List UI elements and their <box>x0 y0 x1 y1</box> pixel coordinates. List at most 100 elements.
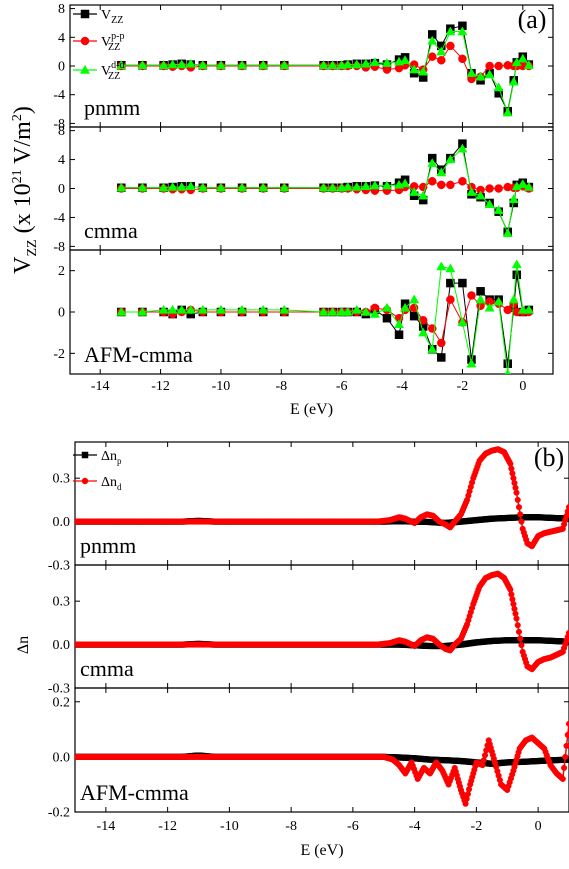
plot-frame <box>74 687 569 813</box>
data-point <box>258 304 269 314</box>
legend-label-sub: ZZ <box>108 71 120 82</box>
data-point <box>351 59 362 69</box>
y-tick-label: 0.3 <box>53 472 71 487</box>
data-point <box>137 182 148 192</box>
data-point <box>437 180 446 190</box>
data-point <box>418 66 429 76</box>
legend-label: Vp-p ZZ <box>101 31 124 53</box>
chart-b: -0.3 0.0 0.3 pnmm -0.3 0.0 0.3 cmma -0.2 0.0 0.2 AF… <box>15 441 569 859</box>
data-point <box>458 278 467 288</box>
legend-marker <box>80 36 90 46</box>
data-point <box>137 306 148 316</box>
subplot-afm-cmma: -2 0 2 AFM-cmma <box>53 249 554 375</box>
data-point <box>400 178 411 188</box>
data-point <box>475 71 486 81</box>
legend-marker <box>81 451 89 459</box>
subplot-label: pnmm <box>84 95 140 120</box>
data-point <box>237 182 248 192</box>
data-point <box>515 628 523 635</box>
y-tick-label: 0.0 <box>53 638 71 653</box>
legend-label: VZZ <box>101 8 123 26</box>
data-point <box>427 158 438 167</box>
data-point <box>437 56 446 65</box>
data-point <box>484 199 495 209</box>
data-point <box>493 82 504 92</box>
data-point <box>565 720 569 727</box>
series-line <box>75 572 569 671</box>
data-point <box>436 261 447 271</box>
data-point <box>446 41 455 51</box>
data-point <box>167 59 178 69</box>
legend-label: Δnd <box>101 475 122 492</box>
data-point <box>502 228 513 238</box>
data-point <box>318 60 329 69</box>
y-tick-label: -0.3 <box>48 682 70 697</box>
data-point <box>508 194 519 204</box>
series-group <box>116 139 534 238</box>
data-point <box>508 76 519 86</box>
series-group <box>75 720 569 807</box>
data-point <box>563 742 569 749</box>
plot-frame <box>74 441 569 566</box>
data-point <box>446 295 455 304</box>
data-point <box>562 753 569 760</box>
data-point <box>185 58 196 68</box>
data-point <box>185 181 196 191</box>
y-tick-label: -0.2 <box>48 806 70 821</box>
legend-entry: VZZ <box>73 8 123 26</box>
data-point <box>116 306 127 316</box>
subplot-pnmm: -0.3 0.0 0.3 pnmm <box>48 441 569 574</box>
data-point <box>176 181 187 191</box>
x-tick-label: -4 <box>409 819 421 834</box>
data-point <box>279 304 290 314</box>
x-tick-label: -2 <box>457 379 469 394</box>
data-point <box>418 190 429 200</box>
series-group <box>75 446 569 550</box>
series-group <box>116 259 534 374</box>
subplot-cmma: -0.3 0.0 0.3 cmma <box>48 564 569 697</box>
data-point <box>517 635 524 642</box>
data-point <box>493 296 504 306</box>
data-point <box>513 489 520 496</box>
data-point <box>197 304 208 314</box>
subplot-label: cmma <box>80 656 134 681</box>
y-tick-label: -8 <box>53 240 65 255</box>
y-tick-label: -4 <box>53 88 65 103</box>
data-point <box>517 53 528 63</box>
data-point <box>215 60 226 69</box>
data-point <box>158 304 169 314</box>
data-point <box>436 46 447 56</box>
data-point <box>237 304 248 314</box>
data-point <box>484 69 495 79</box>
data-point <box>418 316 428 325</box>
data-point <box>427 35 438 45</box>
data-point <box>158 60 169 69</box>
data-point <box>475 294 486 304</box>
x-tick-label: -2 <box>471 819 483 834</box>
data-point <box>445 26 456 36</box>
x-tick-label: -12 <box>151 379 170 394</box>
series-line <box>121 294 529 345</box>
data-point <box>494 61 503 71</box>
data-point <box>480 757 487 764</box>
legend-label-sup: p-p <box>111 31 124 42</box>
data-point <box>258 60 269 69</box>
data-point <box>381 58 392 67</box>
data-point <box>502 107 513 117</box>
data-point <box>400 302 411 312</box>
data-point <box>351 181 362 191</box>
data-point <box>457 26 468 36</box>
data-point <box>369 57 380 67</box>
x-tick-label: 0 <box>535 819 542 834</box>
data-point <box>318 306 329 316</box>
data-point <box>515 504 523 511</box>
data-point <box>197 182 208 192</box>
data-point <box>369 308 380 318</box>
subplot-label: AFM-cmma <box>80 780 189 805</box>
data-point <box>427 344 438 353</box>
data-point <box>466 68 477 77</box>
data-point <box>409 64 420 74</box>
chart-a: -8 -4 0 4 8 pnmm -8 -4 0 4 8 cmma -2 0 2 AFM-cmma -14 -12… <box>10 2 554 418</box>
data-point <box>479 762 486 769</box>
y-tick-label: 0.2 <box>53 695 71 710</box>
